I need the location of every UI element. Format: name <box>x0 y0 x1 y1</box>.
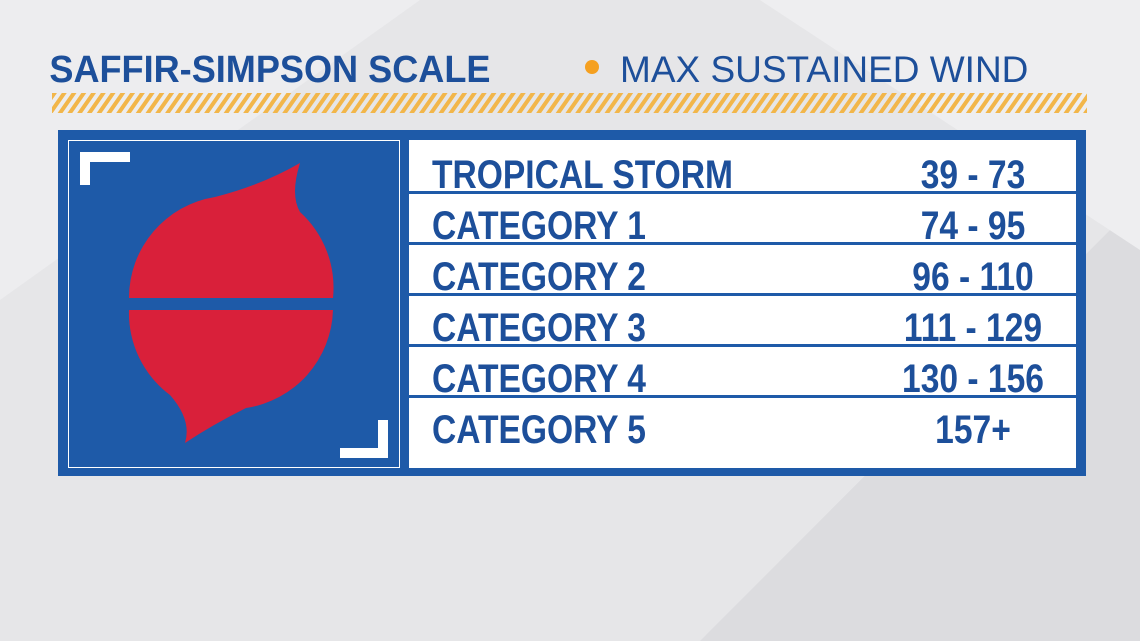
category-label: TROPICAL STORM <box>432 152 733 196</box>
wind-range: 96 - 110 <box>912 254 1033 298</box>
title: SAFFIR-SIMPSON SCALE <box>49 47 490 90</box>
bullet <box>585 60 599 74</box>
category-label: CATEGORY 3 <box>432 305 646 349</box>
row-divider <box>409 191 1076 194</box>
wind-range: 111 - 129 <box>904 305 1042 349</box>
category-label: CATEGORY 1 <box>432 203 646 247</box>
hatch-stripe <box>52 93 1087 113</box>
row-divider <box>409 242 1076 245</box>
category-label: CATEGORY 2 <box>432 254 646 298</box>
table-bg <box>409 140 1076 468</box>
wind-range: 39 - 73 <box>921 152 1026 196</box>
corner <box>340 420 388 458</box>
row-divider <box>409 293 1076 296</box>
row-divider <box>409 344 1076 347</box>
wind-range: 130 - 156 <box>902 356 1044 400</box>
hurricane-icon <box>128 163 334 443</box>
category-label: CATEGORY 5 <box>432 407 646 451</box>
category-label: CATEGORY 4 <box>432 356 646 400</box>
wind-range: 157+ <box>935 407 1011 451</box>
corner <box>80 152 130 185</box>
subtitle: MAX SUSTAINED WIND <box>620 49 1028 90</box>
row-divider <box>409 395 1076 398</box>
wind-range: 74 - 95 <box>921 203 1026 247</box>
inner-border <box>68 140 400 468</box>
